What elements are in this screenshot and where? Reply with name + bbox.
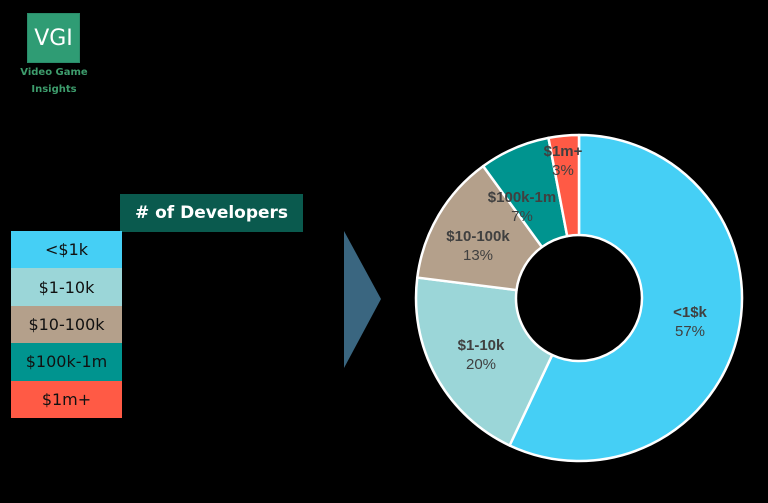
legend-item: <$1k (11, 231, 122, 269)
slice-label: $1-10k 20% (457, 337, 505, 373)
logo-abbr: VGI (34, 25, 73, 51)
arrow-right-icon (344, 231, 381, 368)
donut-slice (414, 276, 554, 447)
legend-item: $1m+ (11, 380, 122, 418)
legend-item: $1-10k (11, 268, 122, 306)
vgi-logo: VGI (27, 13, 80, 63)
donut-slice (508, 133, 744, 463)
donut-slice (416, 164, 544, 292)
logo-line-2: Insights (31, 84, 77, 95)
slice-label: <1$k 57% (673, 304, 707, 340)
legend-item: $100k-1m (11, 343, 122, 381)
slice-label: $100k-1m 7% (487, 189, 557, 225)
donut-slice (547, 133, 581, 238)
legend: <$1k $1-10k $10-100k $100k-1m $1m+ (11, 231, 122, 418)
logo-line-1: Video Game (20, 67, 88, 78)
slice-label: $1m+ 3% (543, 143, 583, 179)
chart-title: # of Developers (120, 194, 303, 232)
legend-item: $10-100k (11, 305, 122, 344)
slice-label: $10-100k 13% (446, 228, 510, 264)
